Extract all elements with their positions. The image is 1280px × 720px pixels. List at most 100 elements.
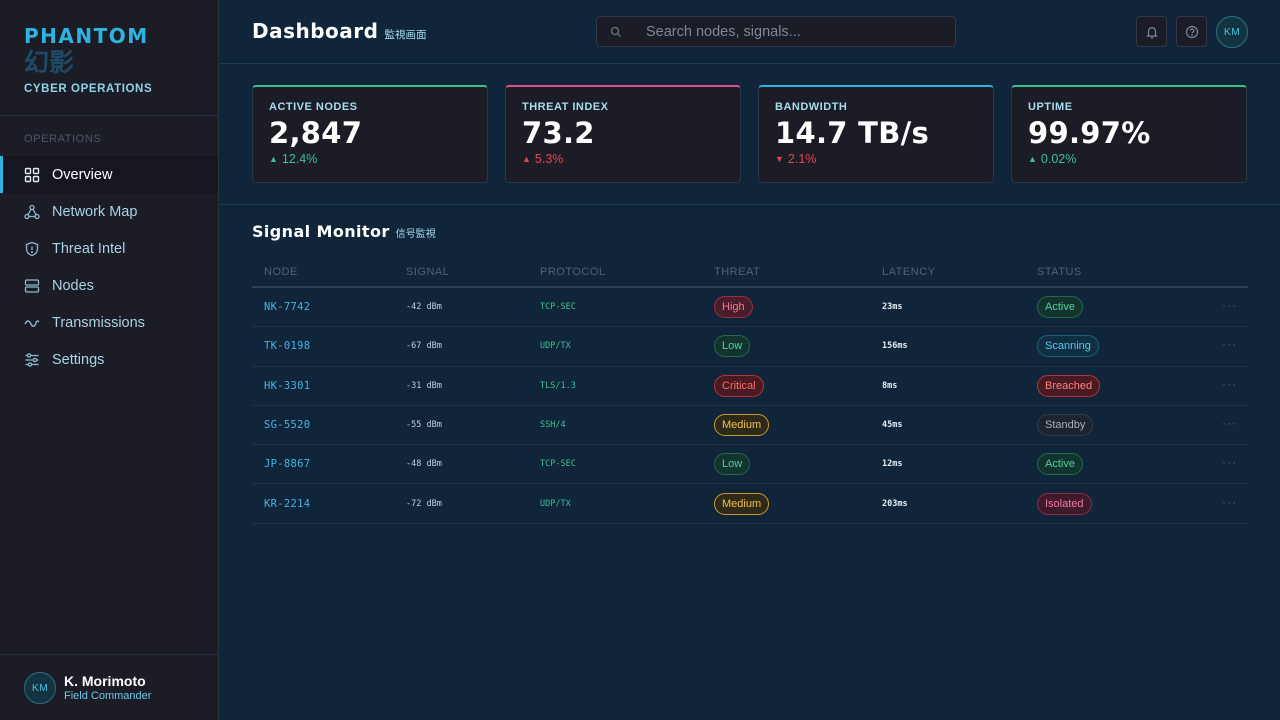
page-title-jp: 監視画面 xyxy=(384,29,427,41)
wave-icon xyxy=(24,315,40,331)
section-title-jp: 信号監視 xyxy=(395,229,436,240)
brand-logo-text[interactable]: PHANTOM xyxy=(24,24,149,48)
bell-icon xyxy=(1145,26,1158,39)
user-profile[interactable]: KM K. Morimoto Field Commander xyxy=(0,654,218,720)
avatar[interactable]: KM xyxy=(24,671,56,704)
section-divider xyxy=(220,204,1280,205)
sidebar-item-label: Nodes xyxy=(52,277,94,294)
page-title: Dashboard 監視画面 xyxy=(252,19,426,43)
column-header-threat[interactable]: THREAT xyxy=(714,265,761,278)
protocol: UDP/TX xyxy=(540,498,571,509)
nav-section-label: OPERATIONS xyxy=(24,133,102,145)
sidebar-item-label: Overview xyxy=(52,166,113,183)
signal-strength: -48 dBm xyxy=(406,459,442,470)
sidebar-item-nodes[interactable]: Nodes xyxy=(0,267,218,304)
signal-strength: -31 dBm xyxy=(406,380,442,391)
kpi-label: UPTIME xyxy=(1028,101,1073,113)
kpi-value: 14.7 TB/s xyxy=(775,116,930,150)
network-icon xyxy=(24,204,40,220)
help-button[interactable] xyxy=(1176,16,1207,47)
sidebar-item-settings[interactable]: Settings xyxy=(0,341,218,378)
column-header-signal[interactable]: SIGNAL xyxy=(406,265,450,278)
threat-badge: High xyxy=(714,296,753,319)
trend-down-icon: ▼ xyxy=(775,154,784,164)
sidebar-item-transmissions[interactable]: Transmissions xyxy=(0,304,218,341)
latency: 156ms xyxy=(882,341,908,352)
more-actions-icon[interactable]: ··· xyxy=(1222,337,1237,352)
notifications-button[interactable] xyxy=(1136,16,1167,47)
signal-table: NODE SIGNAL PROTOCOL THREAT LATENCY STAT… xyxy=(252,257,1248,524)
kpi-label: ACTIVE NODES xyxy=(269,101,358,113)
trend-up-icon: ▲ xyxy=(522,154,531,164)
kpi-delta-value: 5.3% xyxy=(534,152,564,166)
threat-badge: Low xyxy=(714,335,751,358)
kpi-label: BANDWIDTH xyxy=(775,101,848,113)
latency: 45ms xyxy=(882,420,903,431)
column-header-node[interactable]: NODE xyxy=(264,265,298,278)
search-input[interactable] xyxy=(646,23,936,40)
kpi-card-bandwidth[interactable]: BANDWIDTH 14.7 TB/s ▼ 2.1% xyxy=(758,85,994,183)
node-id[interactable]: NK-7742 xyxy=(264,301,311,314)
kpi-label: THREAT INDEX xyxy=(522,101,609,113)
node-id[interactable]: KR-2214 xyxy=(264,497,311,510)
latency: 12ms xyxy=(882,459,903,470)
more-actions-icon[interactable]: ··· xyxy=(1222,494,1237,509)
kpi-delta-value: 0.02% xyxy=(1040,152,1077,166)
table-row[interactable]: TK-0198 -67 dBm UDP/TX Low 156ms Scanning ··· xyxy=(252,327,1248,367)
threat-badge: Critical xyxy=(714,374,764,397)
status-badge: Breached xyxy=(1037,374,1101,397)
page-title-text: Dashboard xyxy=(252,19,379,43)
kpi-card-threat-index[interactable]: THREAT INDEX 73.2 ▲ 5.3% xyxy=(505,85,741,183)
column-header-latency[interactable]: LATENCY xyxy=(882,265,936,278)
server-icon xyxy=(24,278,40,294)
user-info: K. Morimoto Field Commander xyxy=(64,673,151,703)
node-id[interactable]: TK-0198 xyxy=(264,340,311,353)
sidebar-item-threat-intel[interactable]: Threat Intel xyxy=(0,230,218,267)
more-actions-icon[interactable]: ··· xyxy=(1222,455,1237,470)
table-header: NODE SIGNAL PROTOCOL THREAT LATENCY STAT… xyxy=(252,257,1248,288)
signal-strength: -55 dBm xyxy=(406,420,442,431)
column-header-status[interactable]: STATUS xyxy=(1037,265,1082,278)
table-row[interactable]: SG-5520 -55 dBm SSH/4 Medium 45ms Standby ··· xyxy=(252,406,1248,446)
kpi-card-active-nodes[interactable]: ACTIVE NODES 2,847 ▲ 12.4% xyxy=(252,85,488,183)
kpi-card-uptime[interactable]: UPTIME 99.97% ▲ 0.02% xyxy=(1011,85,1247,183)
node-id[interactable]: SG-5520 xyxy=(264,419,311,432)
table-row[interactable]: HK-3301 -31 dBm TLS/1.3 Critical 8ms Breached… xyxy=(252,367,1248,406)
protocol: UDP/TX xyxy=(540,341,571,352)
status-badge: Active xyxy=(1037,453,1083,476)
more-actions-icon[interactable]: ··· xyxy=(1222,376,1237,391)
node-id[interactable]: HK-3301 xyxy=(264,379,311,392)
sidebar-item-label: Transmissions xyxy=(52,314,145,331)
latency: 203ms xyxy=(882,498,908,509)
table-row[interactable]: JP-8867 -48 dBm TCP-SEC Low 12ms Active ··· xyxy=(252,445,1248,485)
sidebar-item-overview[interactable]: Overview xyxy=(0,156,218,193)
more-actions-icon[interactable]: ··· xyxy=(1222,298,1237,313)
latency: 23ms xyxy=(882,302,903,313)
kpi-delta: ▲ 12.4% xyxy=(269,152,471,166)
table-row[interactable]: NK-7742 -42 dBm TCP-SEC High 23ms Active ··· xyxy=(252,288,1248,328)
section-title-text: Signal Monitor xyxy=(252,222,390,241)
sidebar-item-network-map[interactable]: Network Map xyxy=(0,193,218,230)
kpi-value: 99.97% xyxy=(1028,116,1151,150)
signal-strength: -42 dBm xyxy=(406,302,442,313)
search-box[interactable] xyxy=(596,16,956,47)
protocol: TLS/1.3 xyxy=(540,380,576,391)
kpi-value: 2,847 xyxy=(269,116,363,150)
protocol: TCP-SEC xyxy=(540,302,576,313)
node-id[interactable]: JP-8867 xyxy=(264,458,311,471)
brand: PHANTOM 幻影 CYBER OPERATIONS xyxy=(0,0,218,116)
kpi-delta-value: 12.4% xyxy=(281,152,318,166)
table-row[interactable]: KR-2214 -72 dBm UDP/TX Medium 203ms Isolated ·… xyxy=(252,484,1248,524)
column-header-protocol[interactable]: PROTOCOL xyxy=(540,265,606,278)
shield-icon xyxy=(24,241,40,257)
sliders-icon xyxy=(24,352,40,368)
signal-strength: -72 dBm xyxy=(406,498,442,509)
latency: 8ms xyxy=(882,380,898,391)
more-actions-icon[interactable]: ··· xyxy=(1222,415,1237,430)
status-badge: Isolated xyxy=(1037,492,1092,515)
header-avatar[interactable]: KM xyxy=(1216,16,1248,48)
sidebar-item-label: Settings xyxy=(52,351,105,368)
top-header: Dashboard 監視画面 KM xyxy=(220,0,1280,64)
kpi-delta: ▲ 0.02% xyxy=(1028,152,1230,166)
help-icon xyxy=(1185,25,1198,38)
